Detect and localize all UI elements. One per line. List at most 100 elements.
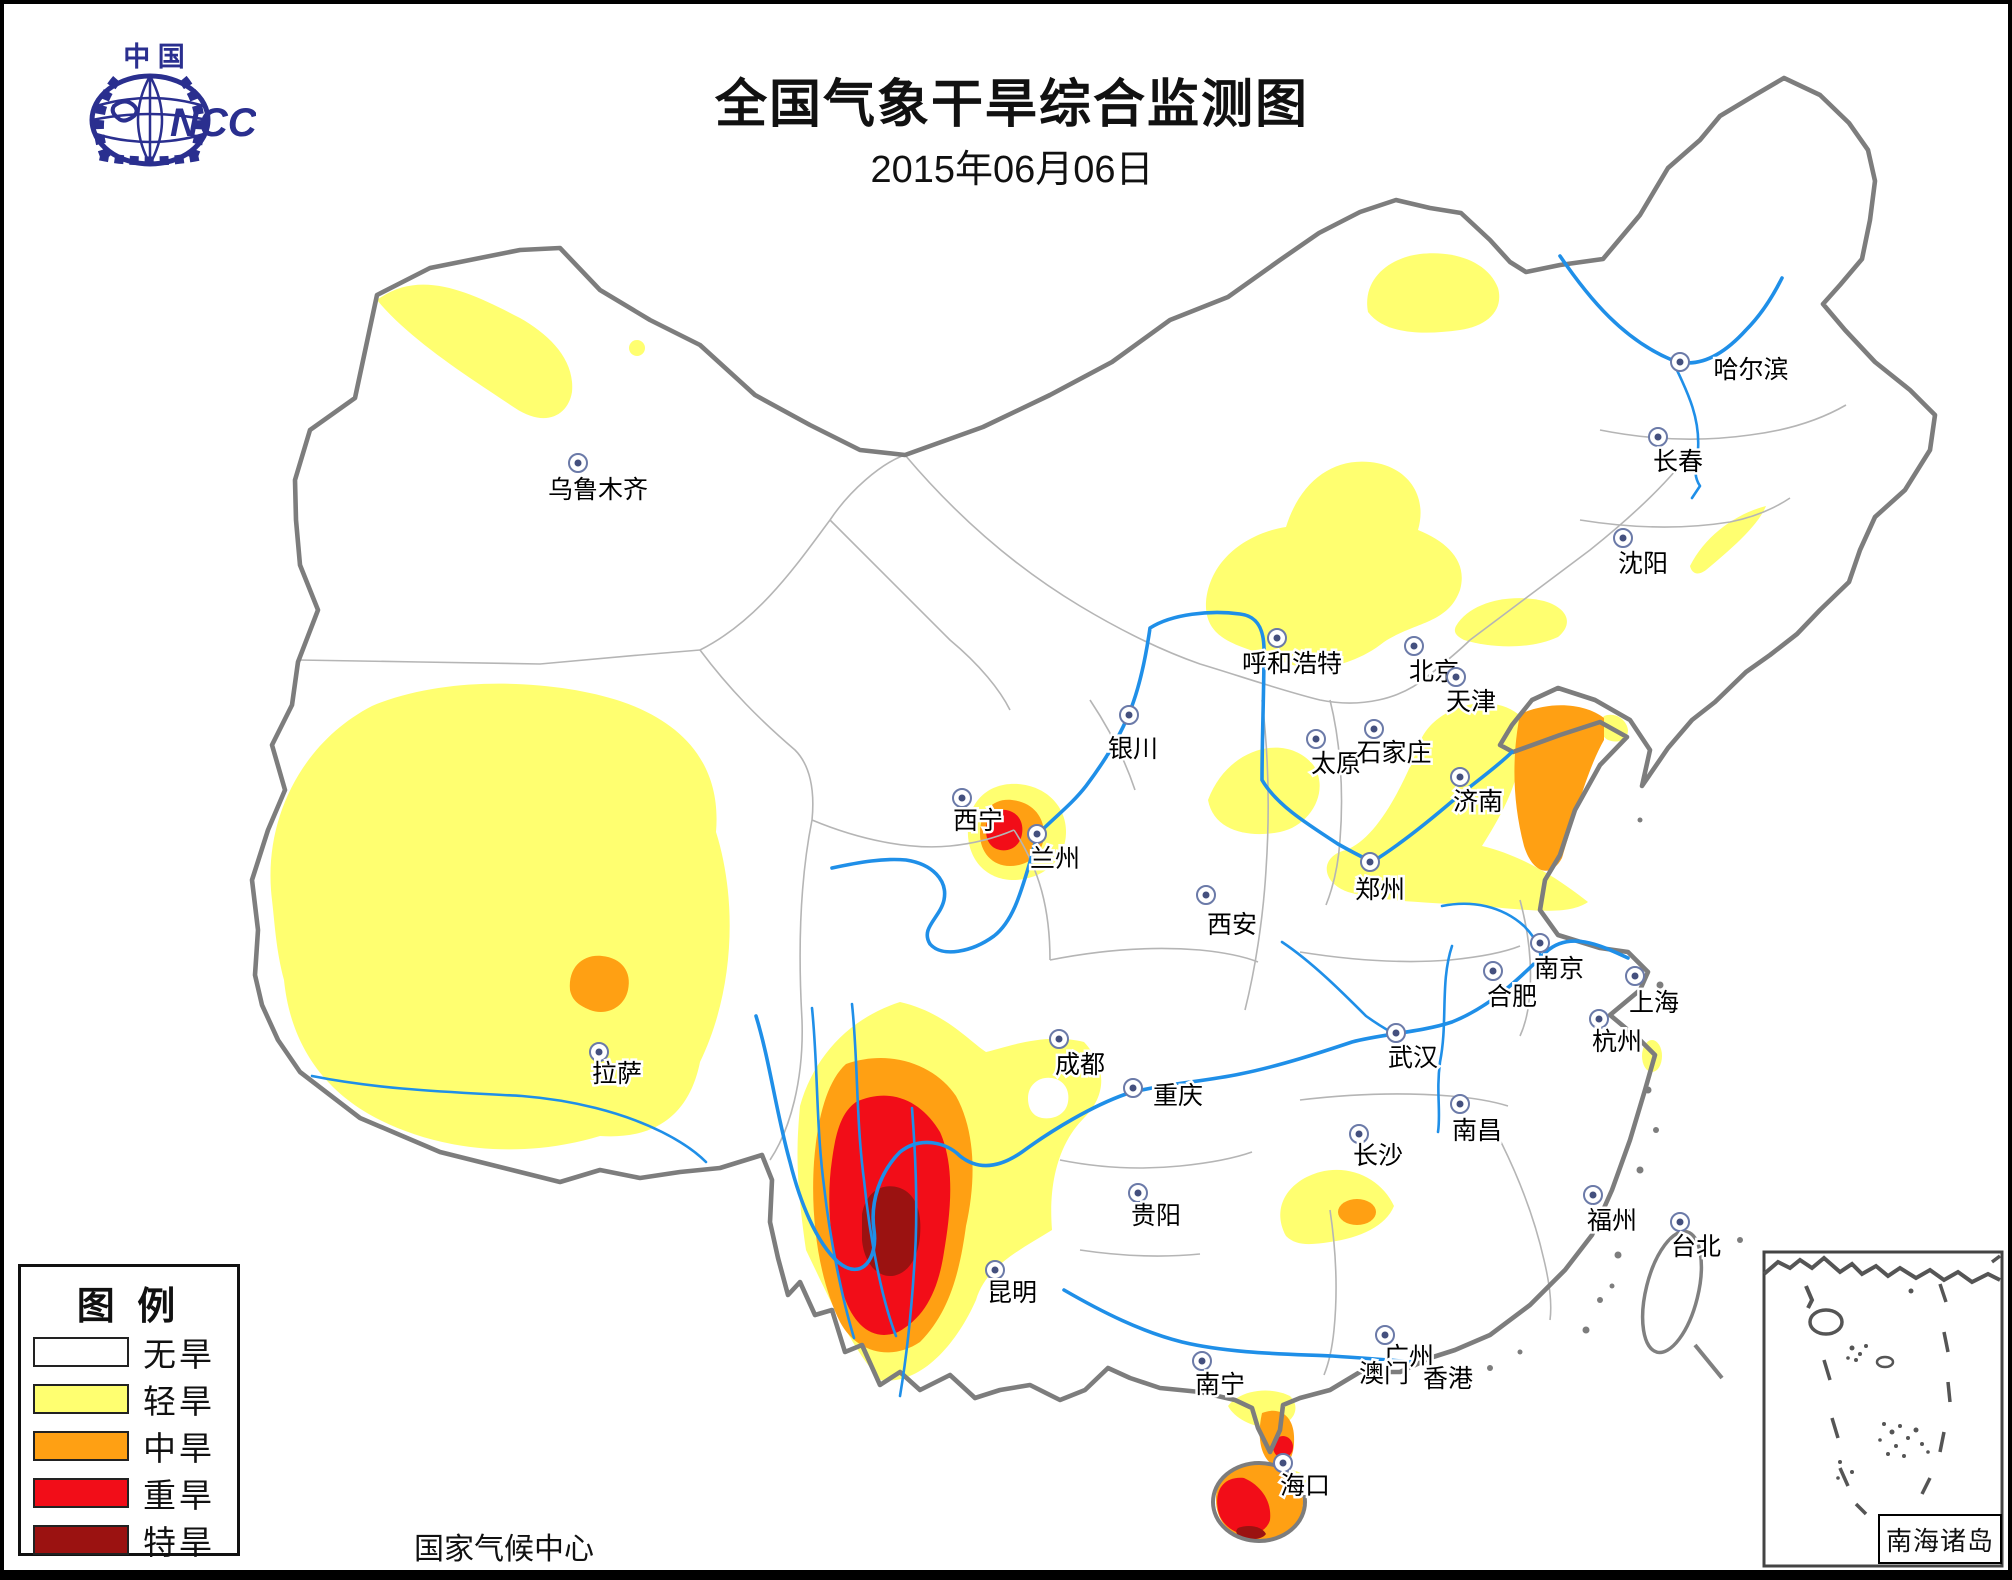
city-label: 乌鲁木齐	[548, 476, 648, 504]
map-date: 2015年06月06日	[870, 149, 1154, 191]
city-label: 太原	[1311, 750, 1361, 778]
drought-light-changsha	[1280, 1169, 1394, 1245]
city-label: 南昌	[1452, 1117, 1502, 1145]
legend-label: 特旱	[143, 1524, 215, 1561]
city-marker-dot	[1595, 1015, 1603, 1023]
city-marker-dot	[1392, 1029, 1400, 1037]
city-marker-dot	[1202, 891, 1210, 899]
inset-coastline	[1762, 1255, 2001, 1285]
city-label: 银川	[1108, 735, 1158, 763]
dashed-sea-line	[1693, 1343, 1724, 1380]
city-marker-dot	[1676, 358, 1684, 366]
inset-leizhou	[1804, 1285, 1815, 1309]
city-label: 拉萨	[592, 1060, 642, 1088]
red-river	[898, 1106, 918, 1398]
city-label: 重庆	[1153, 1082, 1203, 1110]
south-china-sea-inset	[1762, 1250, 2004, 1568]
city-label: 广州	[1384, 1343, 1434, 1371]
legend-label: 重旱	[143, 1477, 215, 1514]
mekong-river	[850, 1002, 898, 1338]
songhua-branch	[1670, 358, 1702, 500]
city-label: 西宁	[953, 807, 1003, 835]
city-marker-dot	[595, 1048, 603, 1056]
legend-item-1: 轻旱	[33, 1383, 237, 1420]
province-boundaries	[297, 404, 1847, 1376]
city-label: 天津	[1446, 688, 1496, 716]
drought-severe-xining	[986, 809, 1023, 851]
inset-island-dots	[1836, 1288, 1930, 1480]
yarlung-river	[310, 1074, 708, 1164]
city-label: 济南	[1453, 788, 1503, 816]
city-marker-dot	[991, 1266, 999, 1274]
agency-name: 国家气候中心	[414, 1533, 594, 1566]
city-label: 长沙	[1353, 1142, 1403, 1170]
city-label: 福州	[1587, 1207, 1637, 1235]
legend-swatch	[33, 1337, 129, 1367]
drought-light-shandong-henan	[1326, 703, 1588, 911]
drought-light-hohhot	[1205, 461, 1462, 668]
inset-hainan	[1808, 1308, 1844, 1336]
city-marker-dot	[1489, 967, 1497, 975]
city-label: 成都	[1055, 1051, 1105, 1079]
city-marker-dot	[1452, 673, 1460, 681]
drought-light-n-innermongolia	[1367, 253, 1500, 333]
city-marker-dot	[1456, 1100, 1464, 1108]
city-label: 上海	[1629, 989, 1679, 1017]
legend-label: 轻旱	[143, 1383, 215, 1420]
ncc-logo: 中 国 NCC	[89, 42, 256, 167]
legend-item-3: 重旱	[33, 1477, 237, 1514]
songhua-river	[1558, 254, 1784, 365]
city-label: 南京	[1534, 955, 1584, 983]
city-label: 兰州	[1030, 845, 1080, 873]
legend-swatch	[33, 1384, 129, 1414]
legend-label: 中旱	[143, 1430, 215, 1467]
city-marker-dot	[1676, 1218, 1684, 1226]
city-marker-dot	[1456, 773, 1464, 781]
city-label: 呼和浩特	[1242, 650, 1342, 678]
city-marker-dot	[1279, 1459, 1287, 1467]
city-marker-dot	[1370, 725, 1378, 733]
city-marker-dot	[574, 459, 582, 467]
city-label: 合肥	[1487, 983, 1537, 1011]
legend-rows: 无旱 轻旱 中旱 重旱 特旱	[21, 1336, 237, 1561]
city-label: 贵阳	[1131, 1202, 1181, 1230]
city-label: 石家庄	[1356, 739, 1431, 767]
city-label: 长春	[1653, 448, 1703, 476]
drought-light-beijing-north	[1454, 598, 1567, 647]
city-label: 南宁	[1195, 1371, 1245, 1399]
legend-box: 图 例 无旱 轻旱 中旱 重旱 特旱	[18, 1264, 240, 1561]
city-marker-dot	[1654, 433, 1662, 441]
inset-label: 南海诸岛	[1885, 1525, 1994, 1556]
city-label: 台北	[1671, 1233, 1721, 1261]
rivers	[310, 254, 1784, 1398]
drought-extreme-yunnan	[862, 1186, 921, 1277]
city-label: 昆明	[987, 1279, 1037, 1307]
inset-dash-boundary	[1822, 1254, 2002, 1516]
drought-moderate-tibet	[569, 955, 629, 1012]
city-marker-dot	[1366, 858, 1374, 866]
city-label: 西安	[1207, 911, 1257, 939]
city-label: 郑州	[1355, 876, 1405, 904]
drought-extreme-hainan	[1236, 1526, 1266, 1540]
city-marker-dot	[1589, 1191, 1597, 1199]
coastal-islands	[1487, 817, 1743, 1371]
logo-country-text: 中 国	[123, 42, 185, 72]
legend-item-4: 特旱	[33, 1524, 237, 1561]
drought-severe-hainan	[1217, 1477, 1271, 1535]
city-marker-dot	[1410, 642, 1418, 650]
city-marker-dot	[1631, 972, 1639, 980]
legend-item-2: 中旱	[33, 1430, 237, 1467]
legend-swatch	[33, 1525, 129, 1555]
city-marker-dot	[1125, 711, 1133, 719]
city-marker-dot	[1055, 1035, 1063, 1043]
map-title: 全国气象干旱综合监测图	[714, 76, 1309, 134]
legend-header: 图 例	[76, 1286, 182, 1328]
city-marker-dot	[1355, 1130, 1363, 1138]
inset-reef-oval	[1875, 1355, 1895, 1369]
city-label: 海口	[1280, 1472, 1330, 1500]
drought-light-xinjiang-dot	[629, 340, 645, 356]
yangtze-river	[754, 939, 1630, 1271]
city-label: 香港	[1423, 1365, 1473, 1393]
